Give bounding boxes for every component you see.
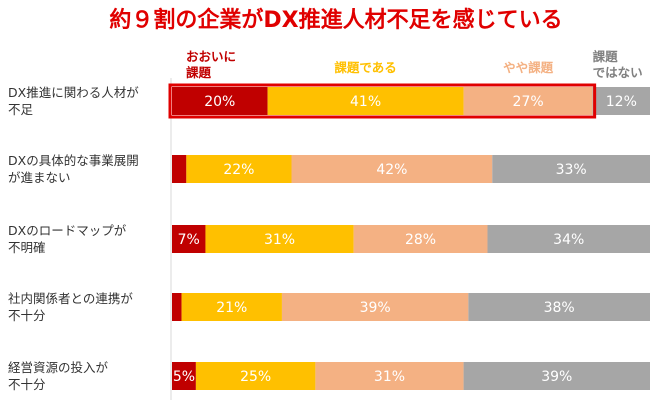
data-label: 25% (240, 369, 271, 385)
data-label: 31% (264, 232, 295, 248)
data-label: 33% (556, 162, 587, 178)
data-label: 12% (606, 94, 637, 110)
bar-segment (492, 155, 650, 183)
category-label: DX推進に関わる人材が不足 (8, 85, 139, 117)
bar-segment (267, 87, 464, 115)
data-label: 34% (553, 232, 584, 248)
bar-segment (463, 87, 593, 115)
category-label: 社内関係者との連携が不十分 (8, 291, 133, 323)
bar-segment (281, 293, 469, 321)
legend-label: やや課題 (503, 60, 554, 75)
bar-segment (172, 87, 268, 115)
bar-segment (291, 155, 493, 183)
data-label: 42% (376, 162, 407, 178)
category-label: DXのロードマップが不明確 (8, 223, 127, 255)
bar-segment (172, 155, 187, 183)
bar-segment (195, 362, 316, 390)
bar-segment (186, 155, 292, 183)
data-label: 22% (223, 162, 254, 178)
bar-segment (592, 87, 650, 115)
chart-title: 約９割の企業がDX推進人材不足を感じている (109, 7, 562, 33)
bar-segment (315, 362, 464, 390)
legend-label: おおいに課題 (186, 49, 236, 80)
bar-segment (353, 225, 488, 253)
data-label: 41% (350, 94, 381, 110)
bar-segment (205, 225, 354, 253)
category-label: 経営資源の投入が不十分 (8, 360, 109, 392)
data-label: 38% (544, 300, 575, 316)
data-label: 39% (360, 300, 391, 316)
data-label: 39% (541, 369, 572, 385)
legend-label: 課題である (334, 60, 396, 75)
bar-segment (172, 293, 182, 321)
bar-segment (487, 225, 650, 253)
bar-segment (468, 293, 650, 321)
legend-label: 課題ではない (593, 49, 643, 80)
category-label: DXの具体的な事業展開が進まない (8, 153, 139, 185)
data-label: 20% (204, 94, 235, 110)
data-label: 31% (374, 369, 405, 385)
bar-segment (181, 293, 282, 321)
bar-segment (463, 362, 650, 390)
data-label: 27% (513, 94, 544, 110)
data-label: 21% (216, 300, 247, 316)
data-label: 28% (405, 232, 436, 248)
highlight-box (168, 83, 597, 119)
data-label: 7% (178, 232, 200, 248)
bar-segment (172, 225, 206, 253)
bar-segment (172, 362, 196, 390)
data-label: 5% (173, 369, 195, 385)
